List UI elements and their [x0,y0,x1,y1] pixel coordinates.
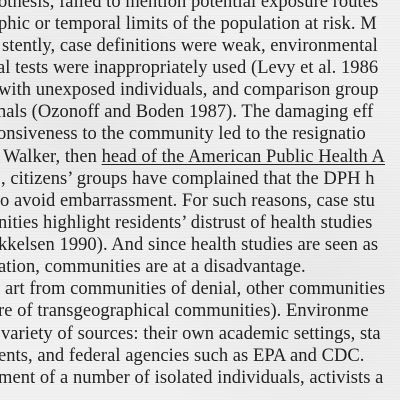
text-line: othesis, failed to mention potential exp… [0,0,379,12]
text-line: al tests were inappropriately used (Levy… [0,58,379,78]
text-line-with-underline: Walker, then head of the American Public… [3,146,385,168]
text-line: , citizens’ groups have complained that … [1,169,375,189]
text-line: kkelsen 1990). And since health studies … [0,235,379,255]
text-line: nals (Ozonoff and Boden 1987). The damag… [0,102,374,122]
text-line: nities highlight residents’ distrust of … [0,213,373,233]
text-line: with unexposed individuals, and comparis… [0,80,379,100]
text-line: phic or temporal limits of the populatio… [0,14,377,34]
text-line: ment of a number of isolated individuals… [0,368,384,388]
text-line: o avoid embarrassment. For such reasons,… [0,191,375,211]
text-line: stently, case definitions were weak, env… [2,36,378,56]
text-line: re of transgeographical communities). En… [0,301,369,321]
text-line: onsiveness to the community led to the r… [0,124,366,144]
text-line: ents, and federal agencies such as EPA a… [0,346,365,366]
underlined-text: head of the American Public Health A [101,147,385,167]
text-line-start: Walker, then [3,147,102,167]
text-line: ation, communities are at a disadvantage… [0,257,306,277]
text-line: variety of sources: their own academic s… [1,324,381,344]
text-line: art from communities of denial, other co… [5,279,386,299]
